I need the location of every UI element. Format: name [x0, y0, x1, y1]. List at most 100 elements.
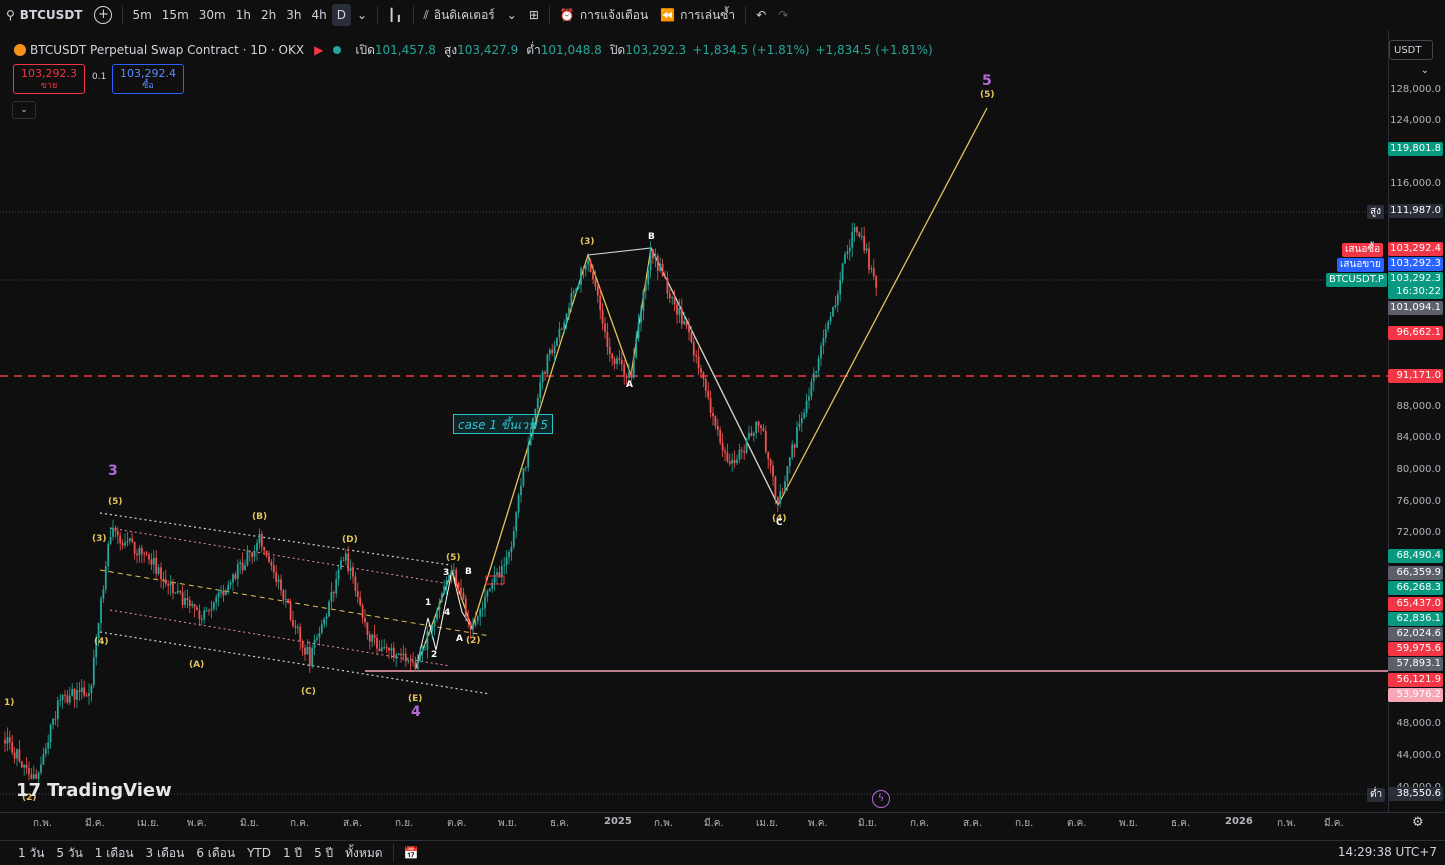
subwave-path	[415, 570, 473, 669]
timeframe-5m[interactable]: 5m	[132, 8, 152, 22]
range-1d[interactable]: 1 วัน	[18, 845, 45, 860]
candle-body	[556, 337, 558, 346]
candle-body	[553, 345, 556, 354]
candle-body	[198, 610, 201, 620]
candle-body	[536, 397, 539, 409]
candle-body	[702, 372, 705, 379]
candle-body	[308, 646, 311, 667]
candle-body	[352, 568, 354, 577]
time-label: เม.ย.	[756, 818, 779, 829]
candle-body	[30, 774, 33, 779]
timeframe-15m[interactable]: 15m	[161, 8, 189, 22]
candle-body	[844, 254, 846, 264]
candle-body	[47, 742, 50, 749]
flag-icon[interactable]: ▶	[314, 43, 324, 57]
candle-body	[774, 476, 777, 497]
timeframe-d[interactable]: D	[331, 4, 351, 26]
candle-body	[402, 653, 405, 656]
sell-button[interactable]: 103,292.3 ขาย	[13, 64, 85, 94]
timeframe-3h[interactable]: 3h	[286, 8, 302, 22]
range-all[interactable]: ทั้งหมด	[345, 845, 383, 860]
time-label: ส.ค.	[963, 818, 983, 829]
goto-date-button[interactable]: 📅	[398, 846, 425, 860]
candle-body	[848, 247, 851, 252]
candle-body	[632, 357, 635, 378]
alerts-button[interactable]: ⏰ การแจ้งเตือน	[554, 0, 654, 30]
chart-type-button[interactable]: ┃╻	[382, 0, 408, 30]
redo-button[interactable]: ↷	[772, 0, 794, 30]
chart-pane[interactable]	[0, 30, 1388, 812]
range-1y[interactable]: 1 ปี	[282, 845, 303, 860]
candle-body	[786, 466, 789, 482]
candle-body	[138, 547, 141, 556]
time-label: ต.ค.	[447, 818, 467, 829]
case-note[interactable]: case 1 ขึ้นเวฟ 5	[453, 414, 553, 434]
range-3m[interactable]: 3 เดือน	[145, 845, 185, 860]
candle-body	[414, 662, 417, 669]
undo-button[interactable]: ↶	[750, 0, 772, 30]
indicators-button[interactable]: ⫽ อินดิเคเตอร์	[418, 0, 501, 30]
candle-body	[258, 533, 261, 543]
candle-body	[436, 610, 438, 620]
candle-body	[263, 546, 266, 551]
currency-selector[interactable]: USDT ⌄	[1389, 40, 1433, 76]
collapse-legend-button[interactable]: ⌄	[12, 101, 36, 119]
candle-body	[580, 268, 582, 285]
range-5d[interactable]: 5 วัน	[56, 845, 83, 860]
candle-body	[88, 693, 90, 696]
candle-body	[656, 255, 659, 271]
range-6m[interactable]: 6 เดือน	[196, 845, 236, 860]
price-tick: 44,000.0	[1396, 750, 1441, 761]
range-ytd[interactable]: YTD	[247, 846, 271, 860]
candle-body	[150, 559, 153, 565]
replay-button[interactable]: ⏪ การเล่นซ้ำ	[654, 0, 741, 30]
time-axis[interactable]	[0, 812, 1445, 835]
candle-body	[570, 292, 573, 308]
layouts-button[interactable]: ⊞	[523, 0, 545, 30]
price-badge: 103,292.3	[1388, 257, 1443, 271]
candle-body	[167, 583, 170, 586]
candle-body	[515, 512, 518, 532]
timeframe-2h[interactable]: 2h	[260, 8, 277, 22]
candle-body	[200, 619, 203, 621]
candle-body	[385, 647, 388, 649]
subwave-b: B	[465, 567, 472, 577]
candle-body	[469, 622, 472, 630]
buy-button[interactable]: 103,292.4 ซื้อ	[112, 64, 184, 94]
timeframe-1h[interactable]: 1h	[235, 8, 251, 22]
candle-body	[61, 694, 64, 700]
add-symbol-button[interactable]: +	[88, 0, 118, 30]
indicators-dropdown[interactable]: ⌄	[501, 0, 523, 30]
candle-body	[731, 459, 734, 464]
candle-body	[390, 647, 393, 651]
candle-body	[409, 660, 412, 662]
candle-body	[683, 321, 686, 325]
bottom-bar: 1 วัน 5 วัน 1 เดือน 3 เดือน 6 เดือน YTD …	[0, 840, 1445, 865]
candle-body	[673, 297, 676, 305]
chart-title: BTCUSDT Perpetual Swap Contract · 1D · O…	[30, 43, 305, 57]
clock[interactable]: 14:29:38 UTC+7	[1337, 845, 1437, 859]
channel-lower	[99, 631, 491, 695]
candle-body	[496, 572, 498, 575]
settings-icon[interactable]: ⚙	[1412, 815, 1424, 830]
sell-price: 103,292.3	[21, 67, 77, 80]
range-1m[interactable]: 1 เดือน	[94, 845, 134, 860]
wave-label-1: 1)	[4, 698, 15, 708]
candle-body	[611, 353, 614, 359]
correction-b: B	[648, 232, 655, 242]
price-badge: 62,836.1	[1388, 612, 1443, 626]
range-5y[interactable]: 5 ปี	[314, 845, 334, 860]
symbol-search[interactable]: ⚲ BTCUSDT	[0, 0, 88, 30]
timeframe-dropdown[interactable]: ⌄	[351, 0, 373, 30]
candle-body	[205, 610, 208, 612]
candle-body	[215, 597, 218, 603]
wave-label-5: 5	[982, 73, 992, 89]
lightning-icon[interactable]: ϟ	[872, 790, 890, 808]
price-badge: 103,292.4	[1388, 242, 1443, 256]
tradingview-logo[interactable]: 17 TradingView	[16, 780, 172, 801]
candle-body	[666, 277, 669, 294]
candle-body	[71, 689, 74, 696]
timeframe-4h[interactable]: 4h	[311, 8, 327, 22]
timeframe-30m[interactable]: 30m	[198, 8, 226, 22]
indicator-icon: ⫽	[423, 7, 429, 22]
